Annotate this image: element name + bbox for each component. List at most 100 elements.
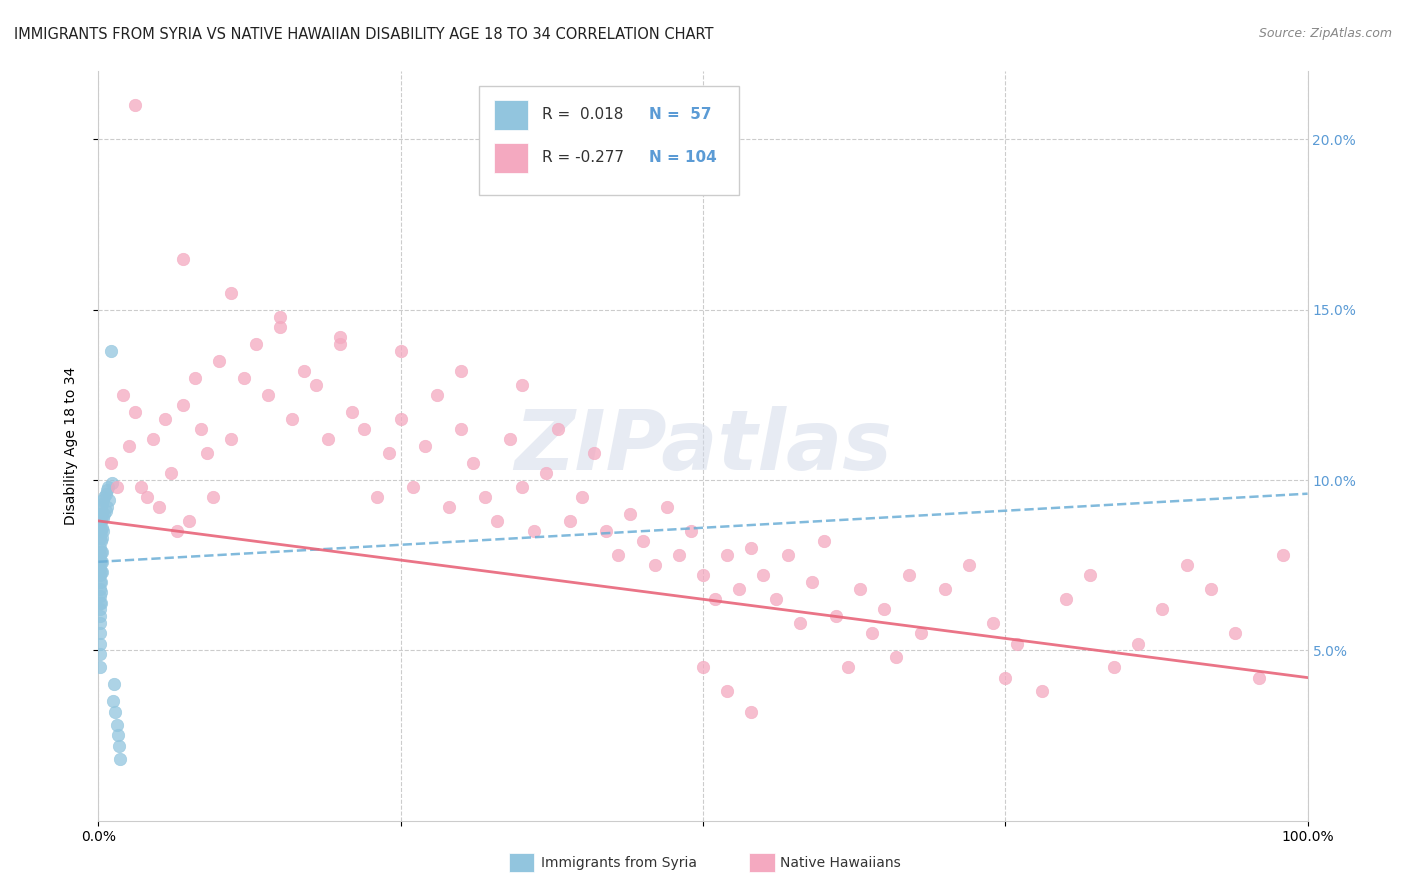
Point [413, 439, 436, 453]
Point [558, 514, 581, 528]
Point [860, 626, 883, 640]
Point [118, 439, 141, 453]
Point [655, 500, 678, 515]
Point [474, 490, 496, 504]
Point [668, 548, 690, 562]
Point [583, 446, 606, 460]
Point [108, 739, 131, 753]
Point [571, 490, 593, 504]
Point [89, 647, 111, 661]
Point [728, 582, 751, 596]
Point [523, 524, 546, 538]
Point [740, 705, 762, 719]
Text: N = 104: N = 104 [648, 150, 716, 165]
Point [607, 548, 630, 562]
Point [89, 548, 111, 562]
Point [1199, 582, 1222, 596]
Point [1128, 636, 1150, 650]
Point [329, 336, 352, 351]
Point [994, 671, 1017, 685]
Point [704, 592, 727, 607]
Point [800, 575, 823, 590]
Point [89, 561, 111, 575]
Point [1272, 548, 1295, 562]
Point [111, 388, 134, 402]
Point [221, 285, 243, 300]
Point [91, 521, 114, 535]
Point [166, 524, 188, 538]
Point [534, 467, 557, 481]
Point [886, 650, 908, 665]
Point [837, 660, 859, 674]
Point [148, 500, 170, 515]
Point [94, 504, 117, 518]
Point [93, 507, 115, 521]
Point [679, 524, 702, 538]
Point [153, 411, 176, 425]
Point [389, 343, 412, 358]
Point [619, 507, 641, 521]
Point [89, 575, 111, 590]
Point [510, 480, 533, 494]
Point [402, 480, 425, 494]
Point [692, 568, 714, 582]
Point [90, 534, 112, 549]
Point [269, 319, 291, 334]
Text: Source: ZipAtlas.com: Source: ZipAtlas.com [1258, 27, 1392, 40]
Point [752, 568, 775, 582]
Point [90, 544, 112, 558]
FancyBboxPatch shape [479, 87, 740, 195]
Text: ZIPatlas: ZIPatlas [515, 406, 891, 486]
Point [463, 456, 485, 470]
Point [135, 490, 157, 504]
Point [292, 364, 315, 378]
Point [716, 548, 738, 562]
Point [91, 507, 114, 521]
Point [486, 514, 509, 528]
Point [184, 371, 207, 385]
Point [377, 446, 399, 460]
Point [91, 510, 114, 524]
Point [981, 616, 1004, 631]
Point [90, 524, 112, 538]
Point [873, 602, 896, 616]
Point [256, 388, 278, 402]
Point [179, 514, 201, 528]
Point [910, 626, 932, 640]
Point [389, 411, 412, 425]
Point [89, 517, 111, 532]
Point [595, 524, 617, 538]
Point [97, 480, 120, 494]
Point [1007, 636, 1029, 650]
Point [957, 558, 980, 573]
Point [90, 514, 112, 528]
Point [1078, 568, 1101, 582]
Point [90, 500, 112, 515]
Text: R =  0.018: R = 0.018 [543, 107, 623, 122]
Point [450, 422, 472, 436]
Point [89, 609, 111, 624]
Point [91, 497, 114, 511]
Y-axis label: Disability Age 18 to 34: Disability Age 18 to 34 [63, 367, 77, 525]
Point [129, 480, 152, 494]
Point [105, 480, 128, 494]
Point [281, 411, 304, 425]
Point [91, 493, 114, 508]
Point [98, 493, 121, 508]
Point [172, 398, 194, 412]
Point [89, 524, 111, 538]
Text: N =  57: N = 57 [648, 107, 711, 122]
Point [329, 330, 352, 344]
Point [849, 582, 872, 596]
Point [124, 405, 146, 419]
Point [91, 544, 114, 558]
Point [245, 336, 267, 351]
Point [94, 486, 117, 500]
Point [1102, 660, 1125, 674]
Point [89, 616, 111, 631]
FancyBboxPatch shape [494, 100, 527, 130]
Point [353, 422, 375, 436]
Point [89, 531, 111, 545]
Point [437, 500, 460, 515]
Text: R = -0.277: R = -0.277 [543, 150, 624, 165]
